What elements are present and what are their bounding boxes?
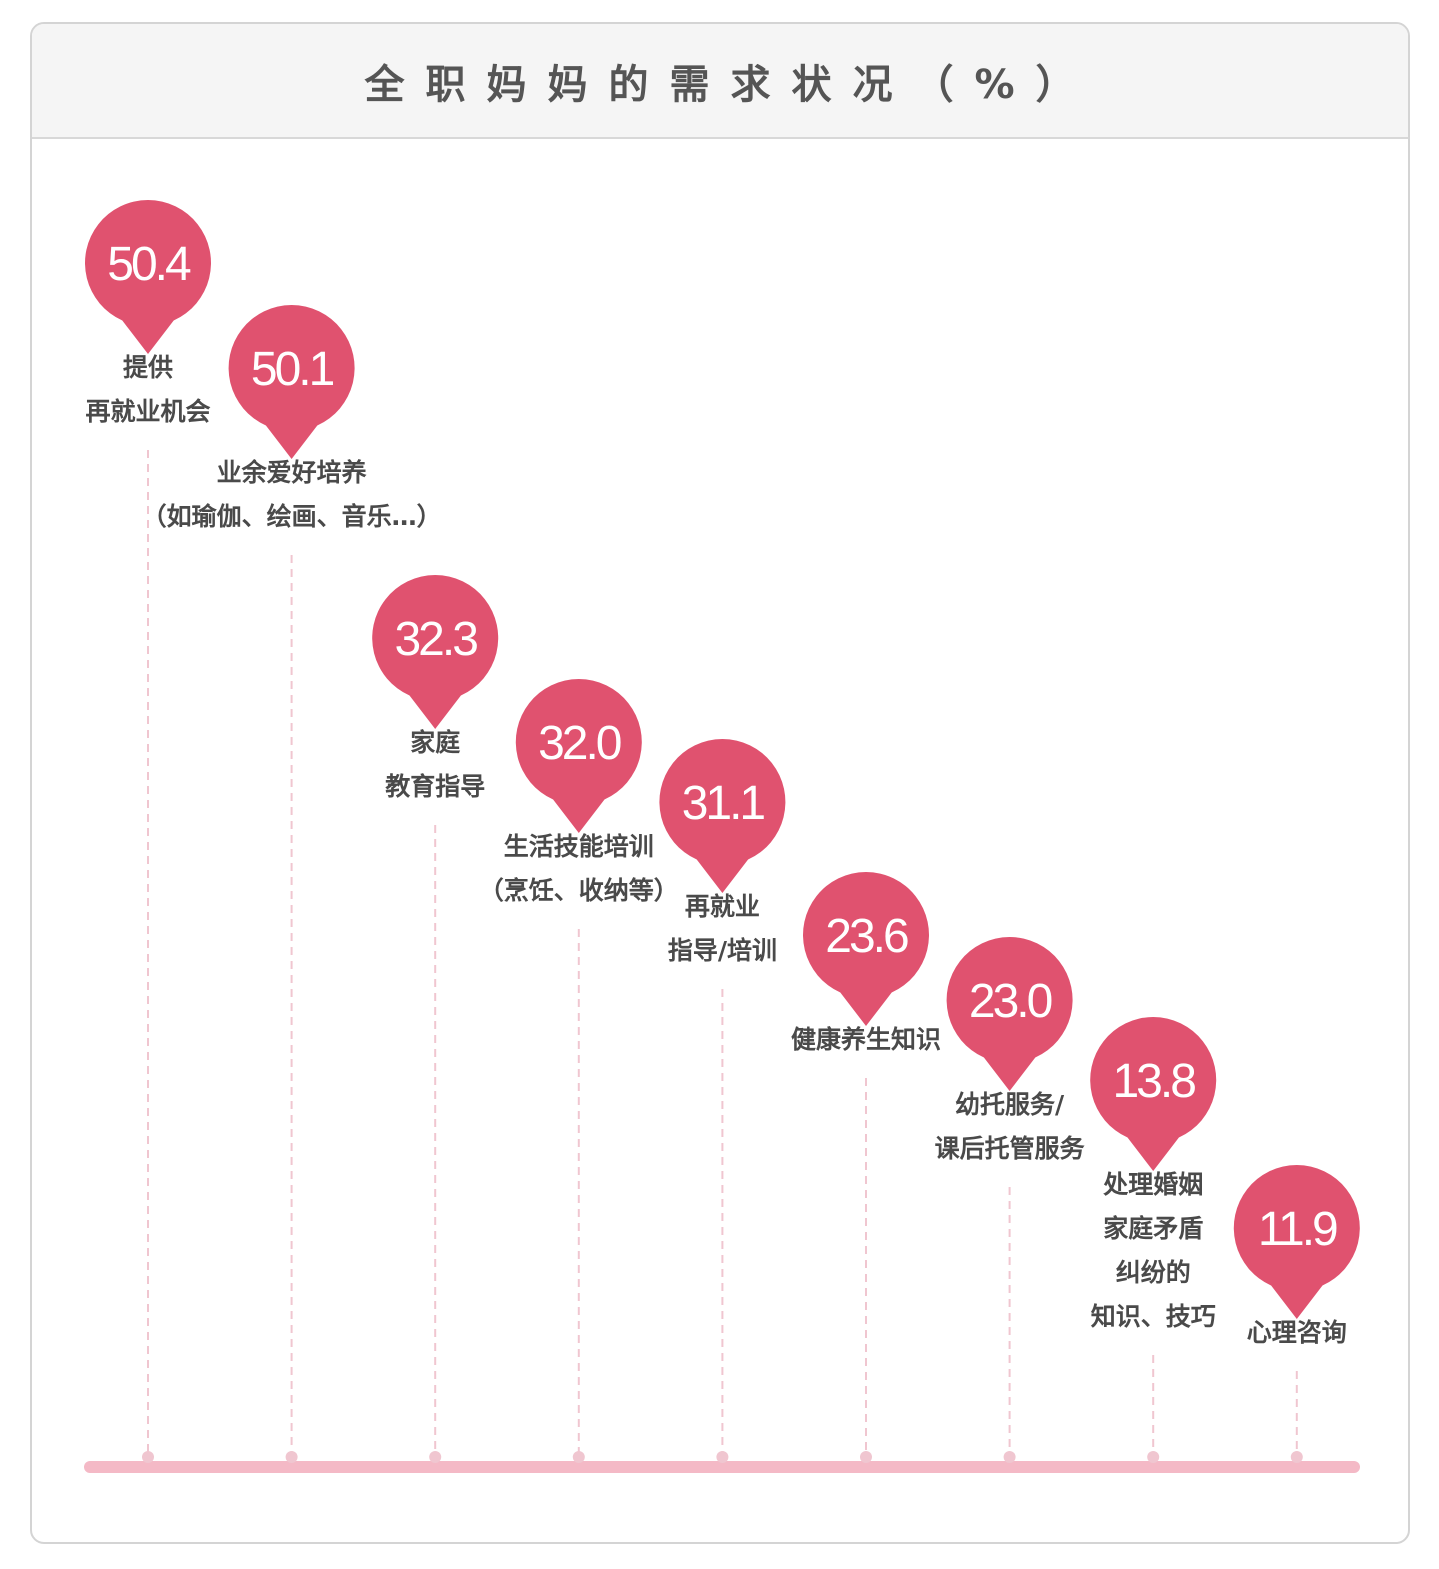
value-label: 32.0 [538, 717, 621, 770]
category-label: 教育指导 [385, 772, 485, 801]
category-label: 业余爱好培养 [217, 458, 367, 487]
axis-tick [716, 1451, 729, 1463]
value-label: 23.0 [969, 975, 1052, 1028]
value-pin [946, 937, 1073, 1091]
chart-header: 全职妈妈的需求状况（%） [32, 24, 1408, 139]
category-label: （烹饪、收纳等） [479, 876, 679, 905]
axis-tick [429, 1451, 442, 1463]
value-pin [659, 739, 786, 893]
category-label: 再就业机会 [85, 397, 210, 426]
category-label: 课后托管服务 [935, 1134, 1085, 1163]
value-label: 11.9 [1258, 1203, 1337, 1256]
chart-card: 全职妈妈的需求状况（%） [30, 22, 1410, 1544]
value-pin [1090, 1017, 1217, 1171]
axis-tick [572, 1451, 585, 1463]
axis-tick [1003, 1451, 1016, 1463]
value-label: 23.6 [825, 910, 908, 963]
value-label: 32.3 [394, 613, 477, 666]
axis-tick [285, 1451, 298, 1463]
value-pin [515, 679, 642, 833]
value-label: 50.4 [107, 238, 191, 291]
value-pin [372, 575, 499, 729]
category-label: 家庭 [410, 728, 460, 757]
category-label: 处理婚姻 [1102, 1170, 1203, 1199]
value-pin [228, 305, 355, 459]
axis-tick [142, 1451, 154, 1463]
category-label: 健康养生知识 [791, 1025, 941, 1054]
category-label: 心理咨询 [1247, 1318, 1347, 1347]
category-label: 再就业 [685, 892, 760, 921]
axis-tick [1290, 1451, 1303, 1463]
value-pin [1233, 1165, 1360, 1319]
category-label: 提供 [123, 353, 173, 382]
value-label: 31.1 [682, 777, 765, 830]
category-label: 生活技能培训 [504, 832, 654, 861]
category-label: （如瑜伽、绘画、音乐…） [142, 502, 442, 531]
category-label: 指导/培训 [668, 936, 777, 965]
category-label: 幼托服务/ [955, 1090, 1065, 1119]
value-label: 13.8 [1112, 1055, 1195, 1108]
x-axis-bar [84, 1461, 1360, 1473]
value-pin [85, 200, 211, 354]
category-label: 家庭矛盾 [1103, 1214, 1203, 1243]
category-label: 知识、技巧 [1091, 1302, 1216, 1331]
axis-tick [860, 1451, 872, 1463]
chart-title: 全职妈妈的需求状况（%） [364, 61, 1097, 108]
value-label: 50.1 [251, 343, 334, 396]
value-pin [803, 872, 929, 1026]
axis-tick [1147, 1451, 1160, 1463]
category-label: 纠纷的 [1116, 1258, 1191, 1287]
